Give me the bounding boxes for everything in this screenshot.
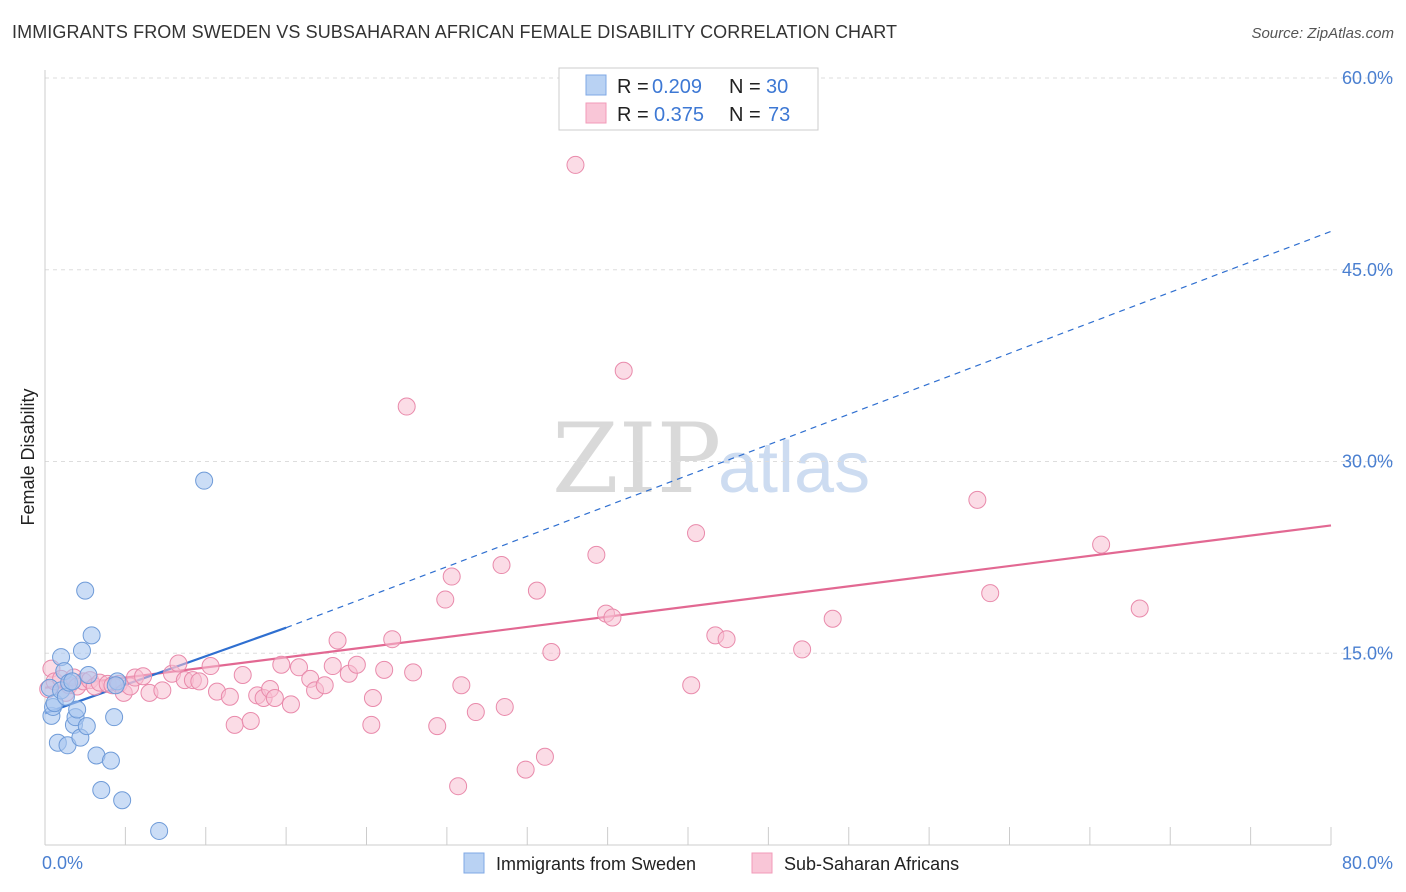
point-subsaharan [436,590,455,609]
point-sweden [79,665,98,684]
point-subsaharan [383,630,402,649]
point-subsaharan [289,658,308,677]
point-subsaharan [542,642,561,661]
point-subsaharan [535,747,554,766]
watermark-atlas-text: atlas [718,428,870,508]
point-sweden [106,676,125,695]
point-subsaharan [281,695,300,714]
point-subsaharan [328,631,347,650]
point-subsaharan [527,581,546,600]
legend-r-label-sweden: R = [617,76,649,98]
legend-r-value-sweden: 0.209 [652,76,702,98]
point-subsaharan [265,688,284,707]
point-subsaharan [717,630,736,649]
point-sweden [105,708,124,727]
trend-line-subsaharan [44,524,1332,689]
y-tick-label: 30.0% [1342,452,1393,472]
point-subsaharan [404,663,423,682]
point-subsaharan [190,672,209,691]
legend-r-value-subsaharan: 0.375 [654,104,704,126]
legend-swatch-sweden [585,74,607,96]
series-legend-swatch-subsaharan [751,852,773,874]
point-subsaharan [793,640,812,659]
point-subsaharan [495,697,514,716]
y-tick-label: 60.0% [1342,68,1393,88]
series-legend-label-subsaharan: Sub-Saharan Africans [784,854,959,874]
point-subsaharan [375,660,394,679]
point-subsaharan [153,681,172,700]
point-subsaharan [315,676,334,695]
point-sweden [77,717,96,736]
y-tick-label: 15.0% [1342,643,1393,663]
x-tick-label-min: 0.0% [42,853,83,873]
point-subsaharan [1092,535,1111,554]
legend-n-value-subsaharan: 73 [768,104,790,126]
watermark: ZIP atlas [552,403,870,515]
point-subsaharan [587,545,606,564]
legend-n-label-sweden: N = [729,76,761,98]
point-subsaharan [272,655,291,674]
point-subsaharan [981,584,1000,603]
point-subsaharan [363,688,382,707]
point-subsaharan [323,657,342,676]
point-subsaharan [241,712,260,731]
point-sweden [113,791,132,810]
x-tick-label-max: 80.0% [1342,853,1393,873]
point-subsaharan [466,703,485,722]
point-subsaharan [682,676,701,695]
point-subsaharan [492,556,511,575]
point-subsaharan [362,715,381,734]
point-subsaharan [428,717,447,736]
watermark-zip-text: ZIP [552,403,721,515]
point-subsaharan [220,687,239,706]
point-subsaharan [968,490,987,509]
gridlines [45,77,1393,654]
point-subsaharan [603,608,622,627]
point-subsaharan [614,361,633,380]
y-tick-label: 45.0% [1342,260,1393,280]
chart-title: IMMIGRANTS FROM SWEDEN VS SUBSAHARAN AFR… [12,22,898,42]
point-sweden [150,821,169,840]
point-subsaharan [201,657,220,676]
point-subsaharan [449,777,468,796]
point-subsaharan [347,655,366,674]
point-subsaharan [823,609,842,628]
point-subsaharan [397,397,416,416]
point-sweden [76,581,95,600]
point-sweden [72,641,91,660]
point-subsaharan [516,760,535,779]
source-label: Source: ZipAtlas.com [1251,25,1394,42]
legend-n-label-subsaharan: N = [729,104,761,126]
series-legend-swatch-sweden [463,852,485,874]
y-axis-label: Female Disability [18,388,38,525]
point-subsaharan [452,676,471,695]
point-subsaharan [687,524,706,543]
y-tick-labels: 15.0% 30.0% 45.0% 60.0% [1342,68,1393,663]
point-sweden [195,471,214,490]
series-legend: Immigrants from Sweden Sub-Saharan Afric… [463,852,959,874]
point-sweden [101,751,120,770]
series-legend-label-sweden: Immigrants from Sweden [496,854,696,874]
point-subsaharan [233,665,252,684]
legend-r-label-subsaharan: R = [617,104,649,126]
stats-legend: R = 0.209 N = 30 R = 0.375 N = 73 [558,67,819,131]
point-sweden [92,781,111,800]
x-axis-ticks [44,827,1332,845]
point-subsaharan [442,567,461,586]
point-sweden [82,626,101,645]
point-sweden [63,672,82,691]
point-subsaharan [169,654,188,673]
point-subsaharan [225,715,244,734]
point-subsaharan [1130,599,1149,618]
legend-n-value-sweden: 30 [766,76,788,98]
point-subsaharan [566,155,585,174]
legend-swatch-subsaharan [585,102,607,124]
point-subsaharan [134,667,153,686]
data-points [39,155,1149,840]
point-sweden [68,700,87,719]
